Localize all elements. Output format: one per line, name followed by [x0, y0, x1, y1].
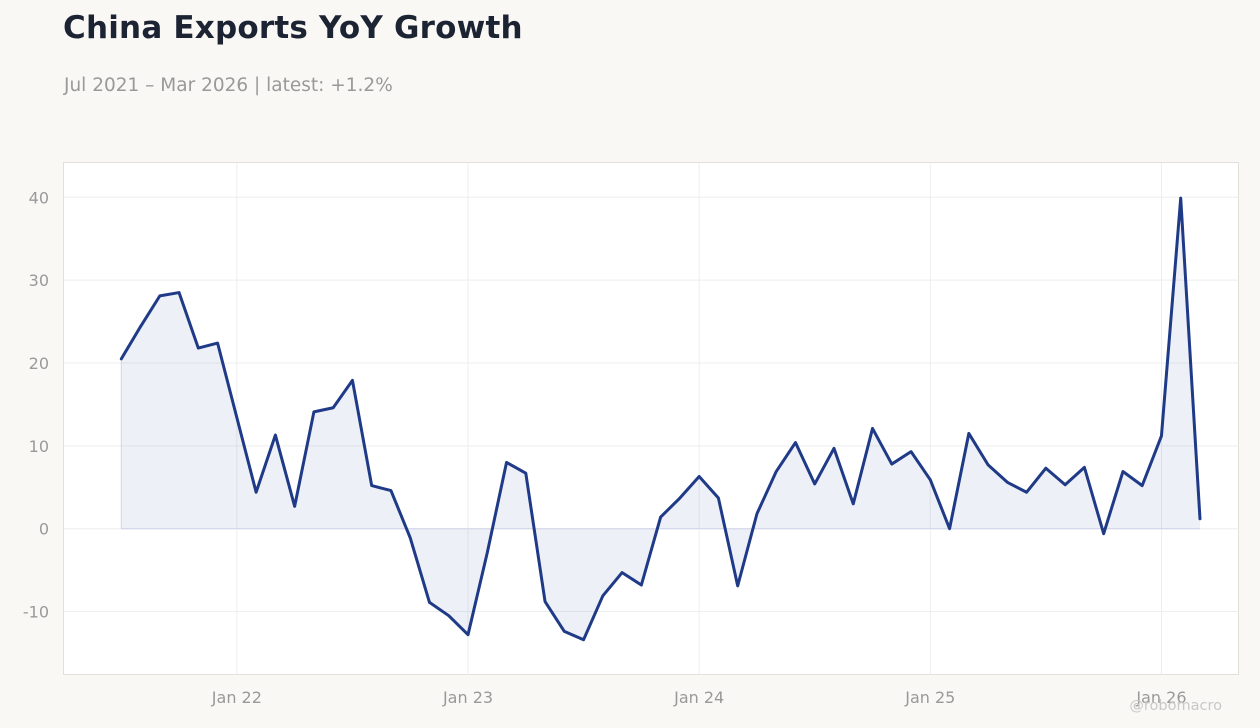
data-point [948, 527, 952, 531]
data-point [967, 431, 971, 435]
data-point [1102, 532, 1106, 536]
data-point [620, 571, 624, 575]
data-point [793, 441, 797, 445]
data-point [909, 450, 913, 454]
data-point [177, 291, 181, 295]
data-point [447, 614, 451, 618]
data-point [697, 474, 701, 478]
data-point [986, 463, 990, 467]
x-axis-ticks: Jan 22 Jan 23 Jan 24 Jan 25 Jan 26 [211, 688, 1187, 707]
y-tick-label: 30 [29, 271, 49, 290]
data-point [139, 325, 143, 329]
data-point [639, 583, 643, 587]
data-point [196, 346, 200, 350]
x-tick-label: Jan 25 [904, 688, 955, 707]
data-point [505, 460, 509, 464]
data-point [1082, 465, 1086, 469]
data-point [1159, 434, 1163, 438]
data-point [928, 478, 932, 482]
data-point [871, 426, 875, 430]
data-point [851, 502, 855, 506]
area-layer [120, 198, 1200, 640]
y-tick-label: 20 [29, 354, 49, 373]
data-point [273, 433, 277, 437]
y-axis-ticks: -10 0 10 20 30 40 [23, 188, 49, 621]
data-point [485, 551, 489, 555]
data-point [158, 294, 162, 298]
data-point [293, 504, 297, 508]
data-point [716, 496, 720, 500]
data-point [216, 341, 220, 345]
data-point [1025, 490, 1029, 494]
data-point [736, 584, 740, 588]
line-layer [119, 196, 1202, 642]
watermark: @robomacro [1129, 698, 1222, 714]
data-point [543, 600, 547, 604]
data-point [331, 406, 335, 410]
x-tick-label: Jan 23 [442, 688, 493, 707]
chart-title: China Exports YoY Growth [63, 10, 523, 46]
data-point [389, 489, 393, 493]
data-point [370, 484, 374, 488]
series-line [119, 196, 1202, 642]
data-point [562, 629, 566, 633]
data-point [350, 378, 354, 382]
data-point [119, 357, 123, 361]
data-point [890, 462, 894, 466]
data-point [1044, 466, 1048, 470]
plot-area [63, 162, 1239, 675]
y-tick-label: -10 [23, 603, 49, 622]
x-tick-label: Jan 24 [673, 688, 724, 707]
y-tick-label: 10 [29, 437, 49, 456]
data-point [813, 482, 817, 486]
data-point [312, 410, 316, 414]
data-point [524, 471, 528, 475]
y-tick-label: 40 [29, 188, 49, 207]
data-point [1179, 196, 1183, 200]
data-point [659, 515, 663, 519]
data-point [832, 446, 836, 450]
data-point [678, 496, 682, 500]
data-point [582, 638, 586, 642]
chart-subtitle: Jul 2021 – Mar 2026 | latest: +1.2% [64, 75, 393, 96]
data-point [1005, 480, 1009, 484]
data-point [601, 594, 605, 598]
data-point [1063, 483, 1067, 487]
x-tick-label: Jan 22 [211, 688, 262, 707]
series-area [121, 198, 1200, 640]
y-tick-label: 0 [39, 520, 49, 539]
data-point [1140, 484, 1144, 488]
data-point [774, 470, 778, 474]
x-tick-label: Jan 26 [1135, 688, 1186, 707]
data-point [254, 490, 258, 494]
data-point [755, 512, 759, 516]
data-point [466, 633, 470, 637]
data-point [1198, 517, 1202, 521]
data-point [427, 600, 431, 604]
data-point [1121, 470, 1125, 474]
data-point [408, 536, 412, 540]
